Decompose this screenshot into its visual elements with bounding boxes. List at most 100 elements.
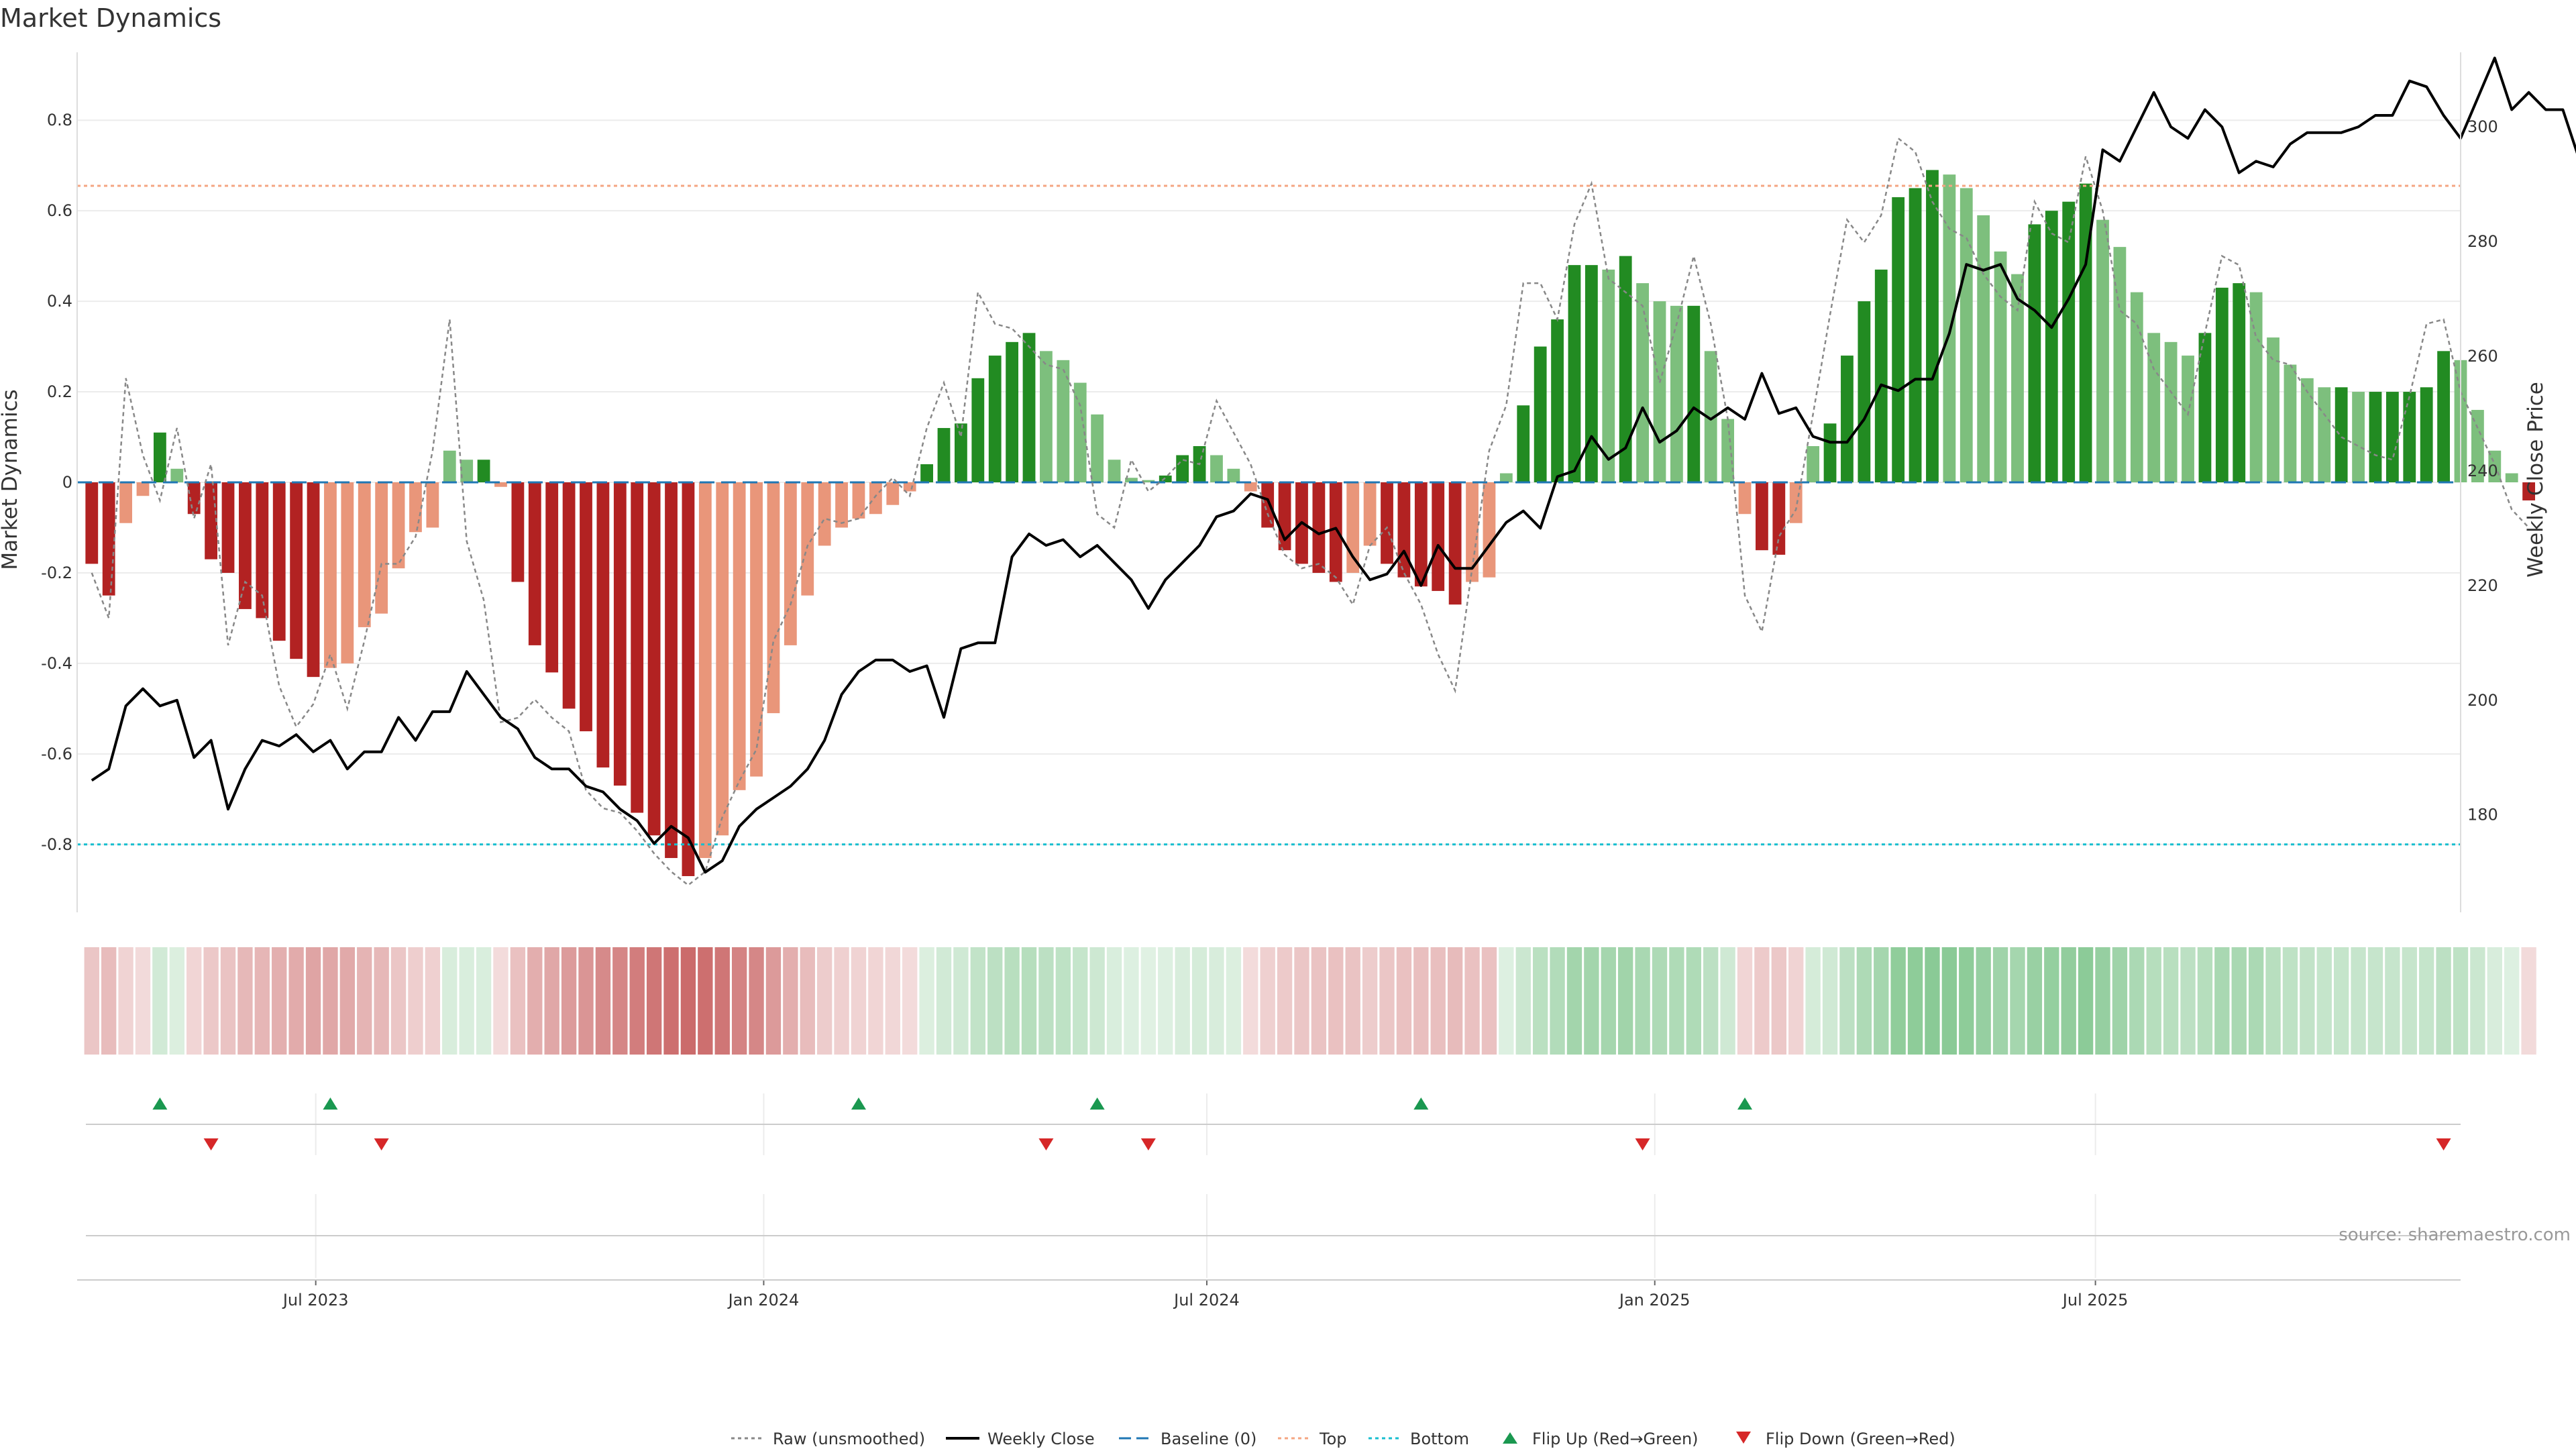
heatmap-cell [169,947,184,1055]
heatmap-cell [1635,947,1650,1055]
market-dynamics-bar [1381,482,1393,564]
heatmap-cell [288,947,304,1055]
heatmap-cell [2436,947,2451,1055]
market-dynamics-bar [1091,414,1104,482]
market-dynamics-bar [1756,482,1768,551]
market-dynamics-bar [647,482,661,836]
heatmap-cell [2248,947,2264,1055]
x-tick-label: Jul 2024 [1173,1291,1240,1309]
market-dynamics-bar [1108,460,1121,482]
heatmap-cell [1243,947,1258,1055]
heatmap-cell [1073,947,1088,1055]
heatmap-cell [357,947,372,1055]
heatmap-cell [612,947,628,1055]
market-dynamics-bar [2198,333,2212,482]
market-dynamics-bar [341,482,354,663]
market-dynamics-bar [1841,356,1854,482]
market-dynamics-bar [580,482,592,732]
flip-up-marker [1413,1097,1429,1110]
market-dynamics-bar [1006,341,1019,482]
market-dynamics-bar [1602,269,1615,482]
heatmap-cell [1209,947,1224,1055]
market-dynamics-bar [1960,188,1973,482]
market-dynamics-bar [733,482,746,790]
heatmap-cell [152,947,168,1055]
market-dynamics-bar [971,378,985,482]
heatmap-cell [1941,947,1957,1055]
heatmap-cell [578,947,594,1055]
heatmap-cell [765,947,782,1055]
market-dynamics-bar [2420,387,2433,482]
heatmap-cell [970,947,985,1055]
market-dynamics-bar [1261,482,1275,528]
heatmap-cell [1652,947,1668,1055]
y-tick-label-right: 200 [2467,691,2498,710]
heatmap-cell [339,947,356,1055]
market-dynamics-bar [1448,482,1462,605]
legend-label: Flip Down (Green→Red) [1766,1430,1955,1448]
heatmap-cell [390,947,407,1055]
market-dynamics-bar [102,482,115,596]
heatmap-cell [2333,947,2349,1055]
legend-item: Bottom [1368,1430,1469,1448]
market-dynamics-bar [750,482,763,777]
heatmap-cell [1004,947,1020,1055]
heatmap-cell [1140,947,1157,1055]
market-dynamics-bar [682,482,695,877]
y-tick-label-left: -0.4 [41,654,72,673]
market-dynamics-bar [205,482,218,559]
heatmap-cell [646,947,662,1055]
heatmap-cell [595,947,611,1055]
x-tick-label: Jan 2024 [727,1291,800,1309]
market-dynamics-bar [2505,473,2518,482]
market-dynamics-bar [2182,356,2194,482]
heatmap-cell [2282,947,2298,1055]
market-dynamics-bar [665,482,678,859]
legend-flip-up-icon [1503,1432,1517,1444]
heatmap-cell [459,947,474,1055]
heatmap-cell [2453,947,2469,1055]
legend-item: Top [1278,1430,1347,1448]
heatmap-cell [2129,947,2145,1055]
heatmap-cell [544,947,559,1055]
heatmap-cell [1464,947,1480,1055]
weekly-close-line [91,56,2576,874]
heatmap-cell [1277,947,1293,1055]
heatmap-cell [186,947,202,1055]
market-dynamics-bar [426,482,439,528]
heatmap-cell [1311,947,1327,1055]
market-dynamics-bar [698,482,712,859]
market-dynamics-bar [1057,360,1070,482]
heatmap-cell [1379,947,1395,1055]
heatmap-cell [1294,947,1309,1055]
heatmap-cell [1260,947,1275,1055]
heatmap-cell [442,947,458,1055]
legend-flip-down-icon [1736,1432,1751,1444]
market-dynamics-bar [2334,387,2348,482]
legend-label: Baseline (0) [1161,1430,1256,1448]
market-dynamics-bar [2096,219,2109,482]
market-dynamics-bar [1142,480,1155,482]
heatmap-cell [1720,947,1735,1055]
market-dynamics-bar [2318,387,2331,482]
heatmap-cell [1584,947,1599,1055]
market-dynamics-bar [1040,351,1053,482]
heatmap-cell [2078,947,2094,1055]
market-dynamics-bar [1312,482,1326,573]
market-dynamics-bar [2164,341,2178,482]
legend-label: Flip Up (Red→Green) [1532,1430,1699,1448]
heatmap-cell [1124,947,1139,1055]
market-dynamics-bar [1874,269,1888,482]
heatmap-cell [1038,947,1054,1055]
legend-item: Baseline (0) [1119,1430,1256,1448]
heatmap-cell [2367,947,2383,1055]
market-dynamics-bar [375,482,388,614]
market-dynamics-bar [2215,287,2229,482]
legend-item: Flip Up (Red→Green) [1503,1430,1699,1448]
heatmap-cell [2521,947,2536,1055]
heatmap-cell [272,947,287,1055]
market-dynamics-bar [477,460,490,482]
heatmap-cell [2027,947,2043,1055]
market-dynamics-bar [920,464,933,482]
market-dynamics-bar [1022,333,1036,482]
